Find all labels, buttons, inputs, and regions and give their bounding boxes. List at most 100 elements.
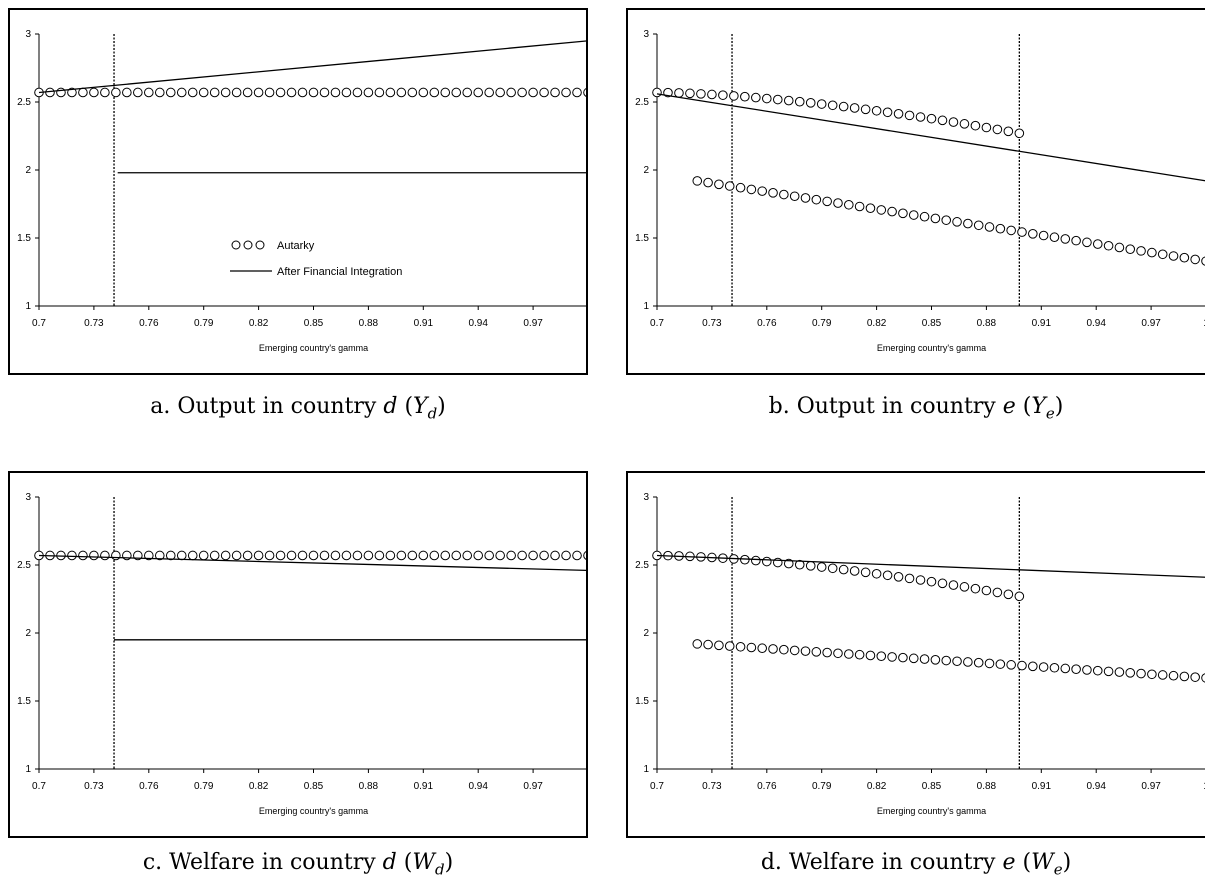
data-point xyxy=(242,87,253,98)
x-tick-label: 0.88 xyxy=(359,781,379,792)
data-point xyxy=(561,87,571,98)
y-tick-label: 3 xyxy=(25,29,31,40)
data-point xyxy=(833,648,843,659)
data-point xyxy=(816,562,827,572)
data-point xyxy=(904,573,915,584)
data-point xyxy=(286,550,297,561)
data-point xyxy=(506,550,516,561)
data-point xyxy=(865,203,876,213)
data-point xyxy=(757,186,768,196)
x-tick-label: 0.97 xyxy=(1141,318,1161,329)
data-point xyxy=(860,567,871,578)
data-point xyxy=(757,643,768,654)
data-point xyxy=(887,652,897,662)
data-point xyxy=(253,550,264,561)
data-point xyxy=(583,88,586,97)
data-point xyxy=(959,119,970,129)
data-point xyxy=(1201,673,1205,683)
data-point xyxy=(528,550,538,561)
series-line xyxy=(38,40,586,94)
data-point xyxy=(849,103,860,113)
x-axis-label: Emerging country's gamma xyxy=(259,343,368,353)
data-point xyxy=(275,87,286,98)
x-tick-label: 0.88 xyxy=(977,318,997,329)
data-point xyxy=(297,550,308,561)
data-point xyxy=(440,87,451,98)
data-point xyxy=(751,555,761,566)
data-point xyxy=(1168,670,1179,681)
data-point xyxy=(484,87,494,98)
chart-svg-c: 1 1.5 2 2.5 3 0.7 0.73 0.76 0.79 0.82 0.85 0.88 0.91… xyxy=(17,492,586,816)
data-point xyxy=(144,87,154,98)
y-tick-label: 3 xyxy=(643,29,649,40)
x-tick-label: 0.97 xyxy=(1141,781,1161,792)
data-point xyxy=(915,575,926,585)
data-point xyxy=(1003,126,1014,137)
x-tick-label: 0.82 xyxy=(867,781,887,792)
y-tick-label: 2.5 xyxy=(635,560,649,571)
chart-frame-a: 1 1.5 2 2.5 3 0.7 0.73 0.76 0.79 0.82 0.85 0.88 0.91… xyxy=(8,8,588,375)
series-line xyxy=(656,93,1205,182)
x-tick-label: 0.85 xyxy=(304,781,324,792)
data-point xyxy=(800,646,811,656)
data-point xyxy=(849,566,860,576)
data-point xyxy=(363,87,374,98)
data-point xyxy=(1157,670,1168,680)
chart-frame-d: 1 1.5 2 2.5 3 0.7 0.73 0.76 0.79 0.82 0.85 0.88 0.91… xyxy=(626,471,1205,838)
data-point xyxy=(724,181,735,191)
data-point xyxy=(930,654,941,665)
data-point xyxy=(462,87,473,98)
data-point xyxy=(56,87,66,98)
data-point xyxy=(937,578,948,589)
data-point xyxy=(100,550,110,561)
data-point xyxy=(165,550,176,561)
data-point xyxy=(1028,229,1038,239)
data-point xyxy=(898,208,908,219)
data-point xyxy=(811,194,822,205)
data-point xyxy=(1071,235,1081,246)
data-point xyxy=(919,654,930,664)
data-point xyxy=(843,199,854,210)
data-point xyxy=(198,550,209,561)
data-point xyxy=(919,211,930,222)
data-point xyxy=(718,90,728,100)
y-tick-label: 2 xyxy=(643,165,649,176)
legend-marker-autarky xyxy=(243,240,253,250)
data-point xyxy=(963,657,973,667)
chart-svg-a: 1 1.5 2 2.5 3 0.7 0.73 0.76 0.79 0.82 0.85 0.88 0.91… xyxy=(17,29,586,353)
data-point xyxy=(729,91,739,101)
data-point xyxy=(1071,664,1081,674)
data-point xyxy=(800,193,811,203)
x-axis-label: Emerging country's gamma xyxy=(877,806,986,816)
data-point xyxy=(396,87,407,98)
x-tick-label: 0.76 xyxy=(139,781,159,792)
data-point xyxy=(242,550,253,561)
data-point xyxy=(352,550,363,561)
data-point xyxy=(707,89,717,100)
y-tick-label: 3 xyxy=(25,492,31,503)
data-point xyxy=(111,550,121,561)
data-point xyxy=(89,550,99,561)
data-point xyxy=(176,87,187,98)
data-point xyxy=(374,550,385,561)
data-point xyxy=(937,115,948,126)
data-point xyxy=(882,570,893,581)
x-tick-label: 0.73 xyxy=(702,781,722,792)
data-point xyxy=(1014,128,1025,139)
y-tick-label: 2 xyxy=(25,165,31,176)
x-tick-label: 0.85 xyxy=(304,318,324,329)
data-point xyxy=(959,582,970,592)
data-point xyxy=(583,551,586,560)
series-line xyxy=(38,554,586,572)
data-point xyxy=(952,217,962,227)
data-point xyxy=(396,550,407,561)
x-tick-label: 0.76 xyxy=(757,318,777,329)
x-tick-label: 1 xyxy=(1203,781,1205,792)
data-point xyxy=(893,109,904,119)
data-point xyxy=(429,87,440,98)
x-tick-label: 0.97 xyxy=(523,318,543,329)
x-tick-label: 0.94 xyxy=(468,318,488,329)
data-point xyxy=(887,206,897,217)
data-point xyxy=(871,105,882,116)
data-point xyxy=(703,639,713,650)
